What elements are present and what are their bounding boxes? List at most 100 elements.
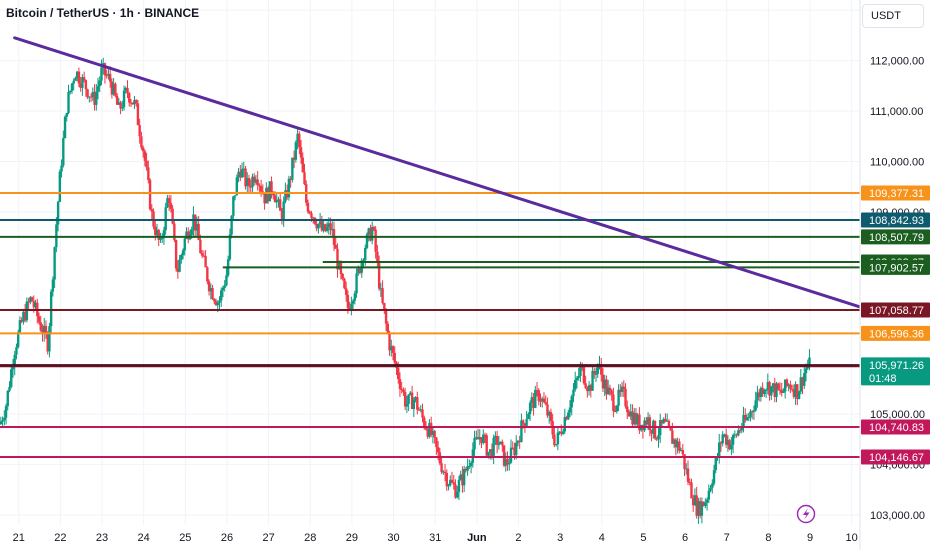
candle-body xyxy=(362,260,365,262)
candle-body xyxy=(209,288,213,292)
price-tag xyxy=(861,185,930,201)
candle-body xyxy=(778,389,782,391)
lightning-icon[interactable] xyxy=(796,504,816,524)
candle-body xyxy=(145,160,148,168)
candle-body xyxy=(100,67,103,81)
candle-body xyxy=(376,251,379,262)
candle-body xyxy=(695,495,698,516)
y-tick-label: 111,000.00 xyxy=(870,106,923,118)
candle-body xyxy=(220,290,223,301)
x-tick-label: 27 xyxy=(262,532,274,544)
candle-body xyxy=(251,176,254,188)
candle-body xyxy=(494,435,497,438)
candle-body xyxy=(315,223,318,229)
candle-body xyxy=(558,431,561,433)
candle-body xyxy=(612,394,615,411)
candle-body xyxy=(192,214,195,230)
candle-body xyxy=(29,297,32,303)
candle-body xyxy=(284,190,287,202)
candle-body xyxy=(166,198,169,208)
candle-body xyxy=(136,103,140,126)
candle-body xyxy=(299,147,303,158)
candle-body xyxy=(82,77,86,81)
price-tag-label: 108,507.79 xyxy=(869,232,924,244)
candle-body xyxy=(759,387,763,397)
candle-body xyxy=(534,389,537,408)
time-axis: 21 22 23 24 25 26 27 28 29 30 31 Jun 2 3 4 5 6 7 8 9 10 xyxy=(13,532,858,544)
candle-body xyxy=(249,186,252,188)
candle-body xyxy=(560,431,563,434)
candle-body xyxy=(584,383,587,388)
candle-body xyxy=(586,387,589,392)
candle-body xyxy=(603,379,606,389)
candle-body xyxy=(414,397,417,400)
candle-body xyxy=(457,480,461,492)
candle-body xyxy=(244,168,247,187)
candle-body xyxy=(254,179,258,183)
candle-body xyxy=(624,388,627,407)
candle-body xyxy=(294,142,298,160)
candle-body xyxy=(239,171,242,178)
candle-body xyxy=(487,451,490,456)
candle-body xyxy=(235,177,239,196)
candle-body xyxy=(567,412,570,420)
candle-body xyxy=(266,187,270,202)
candle-body xyxy=(211,288,214,300)
candle-body xyxy=(55,224,58,248)
candle-body xyxy=(565,417,568,420)
x-tick-label: 10 xyxy=(846,532,858,544)
candle-body xyxy=(272,193,275,196)
candle-body xyxy=(556,432,560,445)
candle-body xyxy=(89,96,93,98)
candle-body xyxy=(794,384,797,397)
candle-body xyxy=(358,268,362,273)
candle-body xyxy=(563,417,566,432)
candle-body xyxy=(370,227,374,241)
candle-body xyxy=(757,392,761,397)
candle-body xyxy=(516,440,520,443)
candle-body xyxy=(155,229,159,236)
candle-body xyxy=(796,384,799,399)
candle-body xyxy=(737,430,740,436)
candle-body xyxy=(289,178,292,180)
candle-body xyxy=(181,250,185,256)
candle-body xyxy=(338,262,341,270)
candle-body xyxy=(747,417,750,419)
candle-body xyxy=(110,81,114,95)
candle-body xyxy=(742,414,745,428)
candle-body xyxy=(731,435,735,445)
candle-body xyxy=(613,410,617,412)
candle-body xyxy=(16,332,20,348)
candle-body xyxy=(627,412,631,417)
candle-body xyxy=(32,301,36,308)
candle-body xyxy=(386,323,389,334)
candle-body xyxy=(549,412,553,422)
currency-button[interactable]: USDT xyxy=(862,4,924,28)
candle-body xyxy=(391,346,395,353)
candle-body xyxy=(365,234,369,248)
candle-body xyxy=(223,285,226,288)
candle-body xyxy=(390,346,393,351)
candle-body xyxy=(301,157,304,173)
candle-body xyxy=(176,268,180,272)
candle-body xyxy=(298,133,301,148)
candle-body xyxy=(466,465,469,471)
candle-body xyxy=(780,389,783,393)
x-tick-label: 6 xyxy=(682,532,688,544)
candle-body xyxy=(587,385,591,392)
candle-body xyxy=(764,389,768,391)
candle-body xyxy=(770,386,773,396)
candle-body xyxy=(34,302,37,308)
candle-body xyxy=(634,413,638,425)
candle-body xyxy=(539,400,542,402)
candle-body xyxy=(653,420,657,439)
x-tick-label: 2 xyxy=(515,532,521,544)
candle-body xyxy=(410,392,414,409)
candle-body xyxy=(541,398,544,401)
candle-body xyxy=(501,441,504,446)
candle-body xyxy=(329,223,332,231)
candle-body xyxy=(723,434,726,436)
candle-body xyxy=(331,229,334,231)
